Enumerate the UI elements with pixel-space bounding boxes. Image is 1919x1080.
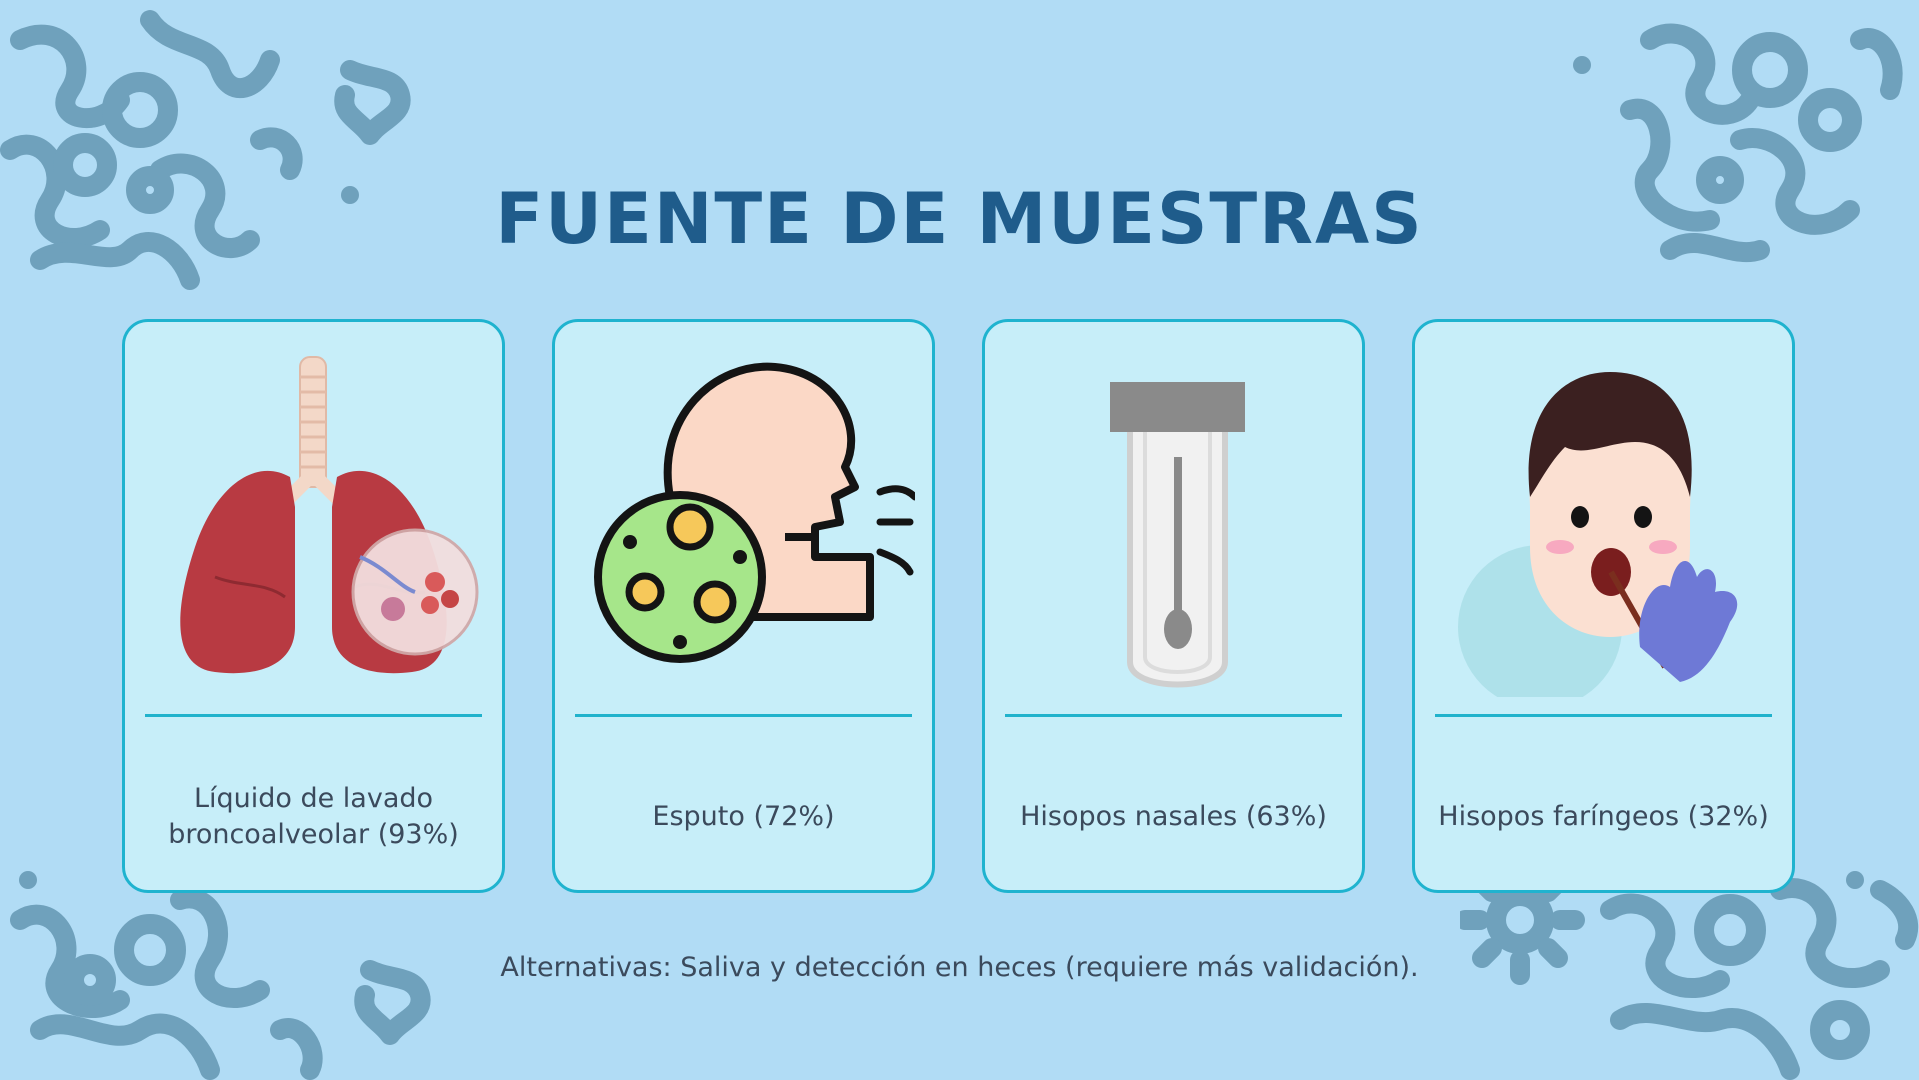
sample-label: Esputo (72%)	[652, 801, 835, 832]
swab-tube-icon	[1110, 382, 1245, 688]
sample-label: Hisopos nasales (63%)	[1020, 801, 1327, 832]
virus-pattern-top-left	[0, 10, 411, 290]
throat-swab-icon	[1458, 372, 1738, 697]
lungs-icon	[180, 356, 479, 674]
sample-card-throat: Hisopos faríngeos (32%)	[1412, 319, 1795, 893]
virus-pattern-bottom-left	[10, 871, 431, 1080]
sample-label: Hisopos faríngeos (32%)	[1438, 801, 1769, 832]
card-divider	[575, 714, 912, 717]
card-divider	[1435, 714, 1772, 717]
sample-label: Líquido de lavado broncoalveolar (93%)	[168, 783, 459, 850]
virus-pattern-top-right	[1573, 23, 1903, 263]
alternatives-note: Alternativas: Saliva y detección en hece…	[500, 952, 1419, 983]
card-divider	[1005, 714, 1342, 717]
sample-card-sputum: Esputo (72%)	[552, 319, 935, 893]
card-divider	[145, 714, 482, 717]
sample-card-lavage: Líquido de lavado broncoalveolar (93%)	[122, 319, 505, 893]
sample-card-nasal: Hisopos nasales (63%)	[982, 319, 1365, 893]
cough-sputum-icon	[594, 362, 915, 663]
page-title: FUENTE DE MUESTRAS	[495, 178, 1424, 260]
